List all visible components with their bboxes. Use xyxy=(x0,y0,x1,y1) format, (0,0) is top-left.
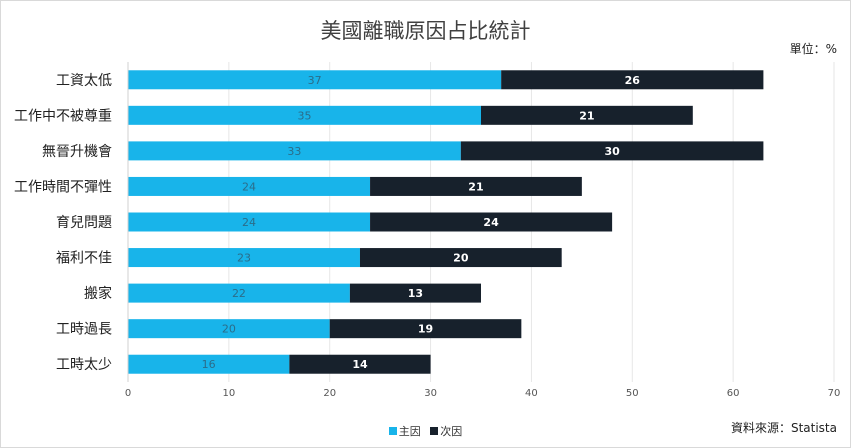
bar-secondary xyxy=(349,283,481,303)
category-label: 工時過長 xyxy=(56,322,112,338)
data-label-primary: 24 xyxy=(242,180,256,193)
bar-primary xyxy=(128,319,330,339)
data-label-primary: 22 xyxy=(232,287,246,300)
x-tick-label: 20 xyxy=(323,388,336,399)
bar-primary xyxy=(128,70,502,90)
bar-primary xyxy=(128,212,371,232)
bar-primary xyxy=(128,283,350,303)
bar-primary xyxy=(128,105,481,125)
data-label-secondary: 30 xyxy=(604,145,620,158)
unit-label: 單位：% xyxy=(789,42,837,56)
bar-secondary xyxy=(289,354,431,374)
data-label-primary: 23 xyxy=(237,252,251,265)
bar-secondary xyxy=(501,70,764,90)
data-label-secondary: 21 xyxy=(468,180,483,193)
x-tick-label: 0 xyxy=(125,388,131,399)
x-tick-label: 60 xyxy=(727,388,740,399)
bar-primary xyxy=(128,248,360,268)
x-tick-label: 50 xyxy=(626,388,639,399)
data-label-primary: 24 xyxy=(242,216,256,229)
data-label-secondary: 13 xyxy=(408,287,423,300)
x-tick-label: 70 xyxy=(828,388,841,399)
source-label: 資料來源：Statista xyxy=(730,421,837,435)
legend-label-primary: 主因 xyxy=(398,425,421,438)
data-label-secondary: 21 xyxy=(579,109,594,122)
category-label: 工時太少 xyxy=(56,357,112,373)
data-label-secondary: 19 xyxy=(418,323,433,336)
legend-swatch-secondary xyxy=(430,427,439,435)
bar-secondary xyxy=(329,319,522,339)
category-label: 福利不佳 xyxy=(56,251,112,267)
data-label-secondary: 26 xyxy=(625,74,641,87)
bar-secondary xyxy=(460,141,764,161)
x-tick-label: 10 xyxy=(222,388,235,399)
bar-secondary xyxy=(370,176,582,196)
bar-primary xyxy=(128,354,290,374)
data-label-primary: 33 xyxy=(287,145,301,158)
legend-swatch-primary xyxy=(388,427,397,435)
legend-item-primary: 主因 xyxy=(388,423,421,439)
bar-primary xyxy=(128,176,371,196)
category-label: 工資太低 xyxy=(56,73,112,89)
bar-secondary xyxy=(359,248,562,268)
data-label-primary: 35 xyxy=(298,109,312,122)
category-label: 無晉升機會 xyxy=(42,144,112,160)
bar-secondary xyxy=(481,105,693,125)
category-label: 搬家 xyxy=(84,285,112,302)
data-label-secondary: 14 xyxy=(352,358,368,371)
bar-secondary xyxy=(370,212,613,232)
x-tick-label: 40 xyxy=(525,388,538,399)
data-label-secondary: 24 xyxy=(483,216,499,229)
bar-primary xyxy=(128,141,461,161)
data-label-primary: 20 xyxy=(222,323,236,336)
data-label-primary: 37 xyxy=(308,74,322,87)
legend-item-secondary: 次因 xyxy=(430,423,462,439)
category-label: 育兒問題 xyxy=(56,215,112,231)
chart-title: 美國離職原因占比統計 xyxy=(320,19,531,43)
category-label: 工作中不被尊重 xyxy=(14,107,112,124)
data-label-secondary: 20 xyxy=(453,252,469,265)
legend-label-secondary: 次因 xyxy=(440,425,463,438)
x-tick-label: 30 xyxy=(424,388,437,399)
data-label-primary: 16 xyxy=(202,358,216,371)
chart-legend: 主因 次因 xyxy=(0,423,851,439)
category-label: 工作時間不彈性 xyxy=(14,179,112,195)
